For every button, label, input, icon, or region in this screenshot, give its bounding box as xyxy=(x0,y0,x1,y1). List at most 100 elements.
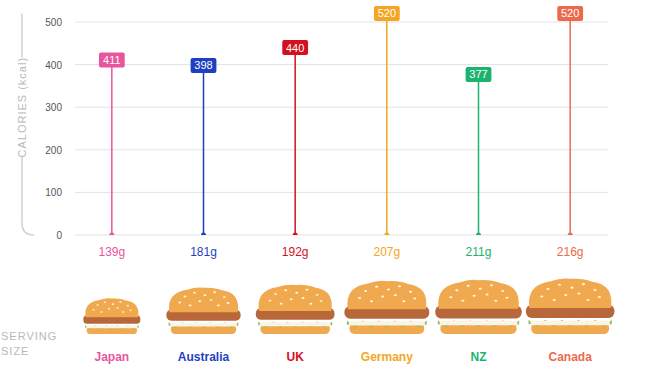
seed xyxy=(402,300,405,302)
serving-size-title-line: SERVING xyxy=(1,330,57,342)
seed xyxy=(564,294,567,296)
seed xyxy=(479,288,482,290)
bun-top xyxy=(85,298,138,317)
seed xyxy=(501,290,504,292)
seed xyxy=(546,288,549,290)
seed xyxy=(223,296,226,298)
data-label-box xyxy=(557,6,583,21)
lettuce xyxy=(438,320,519,327)
seed xyxy=(473,295,476,297)
seed xyxy=(449,296,452,298)
chart: CALORIES (kcal)0100200300400500411398440… xyxy=(0,0,650,366)
seed xyxy=(213,291,216,293)
seed xyxy=(119,301,121,303)
seed xyxy=(570,287,573,289)
seed xyxy=(290,298,293,300)
seed xyxy=(461,300,464,302)
seed xyxy=(398,285,401,287)
bun-top xyxy=(259,285,332,311)
data-label-box xyxy=(99,52,125,67)
y-tick-label: 200 xyxy=(45,145,62,156)
stem xyxy=(386,13,388,235)
seed xyxy=(302,297,305,299)
bun-top xyxy=(438,280,518,309)
seed xyxy=(295,292,298,294)
y-axis-label: CALORIES (kcal) xyxy=(16,57,28,158)
seed xyxy=(108,308,110,310)
seed xyxy=(112,303,114,305)
labels: 411398440520377520 xyxy=(99,6,583,82)
sauce xyxy=(349,321,425,325)
grid-line xyxy=(75,192,608,193)
seed xyxy=(280,303,283,305)
y-label-bg xyxy=(16,57,28,157)
seed xyxy=(178,302,181,304)
seed xyxy=(558,284,561,286)
stem-base xyxy=(476,233,481,236)
seed xyxy=(582,283,585,285)
stem xyxy=(294,48,296,235)
seed xyxy=(358,297,361,299)
grid-line xyxy=(75,64,608,65)
y-tick-label: 400 xyxy=(45,60,62,71)
serving-size-label: 207g xyxy=(373,245,400,259)
y-tick-label: 300 xyxy=(45,102,62,113)
seed xyxy=(227,302,230,304)
stem-base xyxy=(568,233,573,236)
serving-size-title-line: SIZE xyxy=(1,345,29,357)
serving-size-label: 181g xyxy=(190,245,217,259)
bun-top xyxy=(169,287,238,312)
grid-line xyxy=(75,22,608,23)
serving-size-label: 139g xyxy=(98,245,125,259)
seed xyxy=(455,289,458,291)
category-label: Australia xyxy=(178,350,230,364)
seed xyxy=(586,299,589,301)
seed xyxy=(598,296,601,298)
sauce xyxy=(260,322,331,326)
category-label: NZ xyxy=(471,350,487,364)
seed xyxy=(274,293,277,295)
category-label: UK xyxy=(286,350,304,364)
data-label: 440 xyxy=(286,42,304,54)
bun-top xyxy=(347,281,426,309)
seed xyxy=(184,295,187,297)
data-label: 520 xyxy=(378,7,396,19)
seed xyxy=(577,292,580,294)
seed xyxy=(540,295,543,297)
data-label: 377 xyxy=(469,68,487,80)
category-label: Germany xyxy=(361,350,413,364)
seed xyxy=(127,305,129,307)
seed xyxy=(494,300,497,302)
y-tick-label: 500 xyxy=(45,17,62,28)
seed xyxy=(204,294,207,296)
seed xyxy=(129,309,131,311)
marks xyxy=(109,13,572,235)
category-label: Canada xyxy=(548,350,592,364)
seed xyxy=(486,293,489,295)
serving-size-label: 211g xyxy=(466,245,492,259)
y-tick-label: 0 xyxy=(56,230,62,241)
seed xyxy=(375,286,378,288)
seed xyxy=(381,296,384,298)
serving-size-label: 192g xyxy=(282,245,309,259)
seed xyxy=(409,291,412,293)
seed xyxy=(284,289,287,291)
seed xyxy=(370,300,373,302)
seed xyxy=(467,285,470,287)
seed xyxy=(413,298,416,300)
seed xyxy=(593,289,596,291)
stem xyxy=(478,74,480,235)
stem xyxy=(111,60,113,235)
seed xyxy=(189,305,192,307)
data-label-box xyxy=(466,67,492,82)
sauce xyxy=(170,323,237,327)
seed xyxy=(210,299,213,301)
sauce xyxy=(440,321,518,325)
grid-line xyxy=(75,107,608,108)
serving-size-label: 216g xyxy=(557,245,584,259)
burger xyxy=(344,281,429,334)
sauce xyxy=(530,321,610,325)
category-label: Japan xyxy=(94,350,129,364)
stem xyxy=(569,13,571,235)
seed xyxy=(104,301,106,303)
